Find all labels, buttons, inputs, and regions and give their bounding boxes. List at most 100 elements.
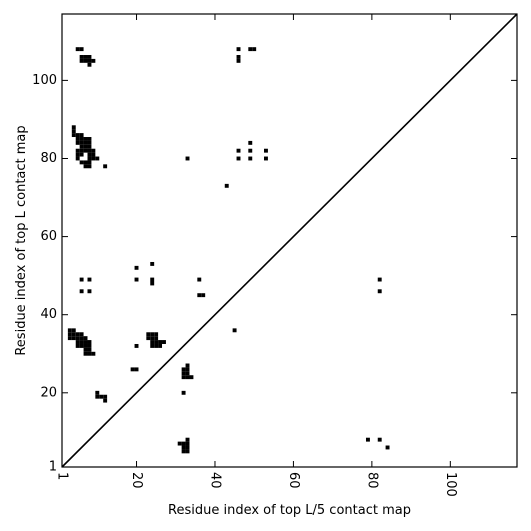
contact-point — [83, 340, 88, 344]
contact-point — [365, 437, 370, 442]
contact-point — [236, 47, 241, 52]
x-tick-label: 80 — [364, 472, 379, 489]
contact-point — [75, 47, 80, 52]
contact-point — [79, 133, 84, 138]
contact-point — [87, 351, 92, 356]
contact-point — [181, 367, 186, 372]
contact-point — [79, 336, 84, 341]
contact-point — [150, 336, 155, 341]
contact-point — [87, 160, 92, 165]
contact-point — [91, 156, 96, 161]
contact-point — [95, 394, 100, 399]
contact-point — [87, 62, 92, 67]
contact-point — [71, 336, 76, 341]
contact-point — [79, 58, 84, 63]
contact-point — [75, 336, 80, 341]
contact-point — [158, 343, 163, 348]
contact-point — [162, 340, 166, 344]
contact-point — [134, 367, 139, 372]
contact-point — [87, 156, 92, 161]
y-tick-label: 60 — [40, 229, 57, 244]
contact-point — [83, 137, 88, 141]
contact-point — [75, 140, 80, 145]
contact-point — [236, 55, 241, 59]
contact-point — [377, 277, 382, 282]
y-tick-label: 80 — [40, 151, 57, 166]
contact-point — [248, 156, 253, 161]
contact-point — [79, 160, 84, 165]
contact-point — [150, 340, 155, 344]
contact-point — [71, 129, 76, 134]
contact-point — [87, 164, 92, 169]
y-tick-label: 100 — [32, 73, 57, 88]
contact-point — [79, 340, 84, 344]
y-tick-label: 1 — [49, 460, 57, 475]
contact-point — [83, 55, 88, 59]
contact-point — [87, 137, 92, 141]
contact-point — [185, 367, 190, 372]
x-tick-label: 100 — [443, 472, 458, 497]
contact-point — [75, 152, 80, 157]
contact-point — [385, 445, 390, 450]
contact-point — [181, 445, 186, 450]
contact-point — [79, 140, 84, 145]
contact-point — [134, 265, 139, 270]
contact-point — [130, 367, 135, 372]
contact-point — [134, 343, 139, 348]
contact-point — [87, 148, 92, 153]
contact-point — [87, 140, 92, 145]
contact-point — [197, 293, 202, 298]
contact-point — [87, 289, 92, 294]
contact-point — [236, 156, 241, 161]
contact-point — [95, 390, 100, 395]
contact-point — [189, 375, 194, 380]
y-tick-label: 40 — [40, 307, 57, 322]
contact-point — [83, 351, 88, 356]
contact-point — [197, 277, 202, 282]
contact-point — [185, 371, 190, 376]
contact-point — [71, 328, 76, 333]
contact-point — [103, 164, 108, 169]
contact-point — [154, 336, 159, 341]
contact-point — [87, 55, 92, 59]
contact-point — [377, 289, 382, 294]
contact-point — [181, 375, 186, 380]
contact-point — [75, 343, 80, 348]
contact-point — [87, 343, 92, 348]
contact-point — [177, 441, 182, 446]
contact-point — [103, 394, 108, 399]
contact-point — [91, 148, 96, 153]
contact-point — [67, 332, 72, 337]
contact-point — [75, 340, 80, 344]
contact-point — [91, 152, 96, 157]
contact-point — [83, 343, 88, 348]
contact-point — [181, 449, 186, 454]
x-tick-label: 20 — [129, 472, 144, 489]
contact-point — [83, 336, 88, 341]
contact-point — [71, 133, 76, 138]
contact-point — [83, 58, 88, 63]
x-tick-label: 40 — [208, 472, 223, 489]
contact-point — [185, 363, 190, 368]
contact-point — [99, 394, 104, 399]
contact-point — [185, 445, 190, 450]
contact-point — [95, 156, 100, 161]
contact-point — [87, 144, 92, 149]
contact-point — [75, 133, 80, 138]
contact-point — [134, 277, 139, 282]
contact-point — [252, 47, 257, 52]
contact-point — [83, 347, 88, 352]
contact-point — [146, 336, 151, 341]
contact-point — [83, 140, 88, 145]
contact-point — [150, 261, 155, 266]
contact-point — [71, 332, 76, 337]
contact-point — [154, 340, 159, 344]
contact-point — [232, 328, 237, 333]
contact-point — [91, 351, 96, 356]
contact-point — [146, 332, 151, 337]
contact-point — [236, 148, 241, 153]
diagonal-line — [61, 13, 518, 468]
contact-point — [181, 441, 186, 446]
